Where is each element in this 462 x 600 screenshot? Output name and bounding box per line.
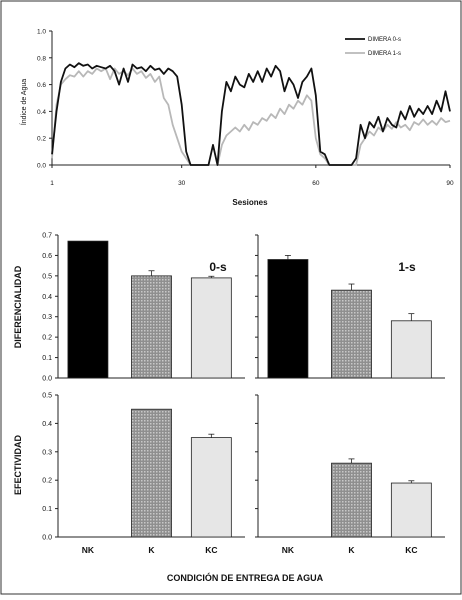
bar-kc [190, 437, 232, 538]
bar-y-tick-label: 0.4 [42, 421, 52, 428]
line-x-tick-label: 1 [50, 180, 54, 187]
category-label-kc: KC [205, 545, 217, 555]
category-label-k: K [148, 545, 155, 555]
series-line [51, 62, 451, 166]
line-x-tick-label: 30 [178, 180, 186, 187]
line-y-tick-label: 0.4 [37, 109, 46, 116]
bar-y-tick-label: 0.7 [42, 233, 52, 240]
line-y-tick-label: 0.6 [37, 82, 46, 89]
bar-kc [390, 482, 432, 538]
bar-y-tick-label: 0.0 [42, 376, 52, 383]
bar-k [331, 289, 372, 379]
bar-y-tick-label: 0.5 [42, 273, 52, 280]
x-axis-title: CONDICIÓN DE ENTREGA DE AGUA [167, 572, 324, 583]
annotation-0s: 0-s [209, 260, 227, 274]
bar-y-tick-label: 0.2 [42, 335, 52, 342]
line-x-tick-label: 60 [312, 180, 320, 187]
bar-y-tick-label: 0.6 [42, 253, 52, 260]
bar-nk [67, 240, 109, 379]
bar-y-tick-label: 0.4 [42, 294, 52, 301]
line-y-tick-label: 0.0 [37, 163, 46, 170]
bar-kc [390, 320, 432, 379]
category-label-kc: KC [405, 545, 417, 555]
line-ylabel: Índice de Agua [19, 79, 28, 125]
line-y-tick-label: 0.8 [37, 55, 46, 62]
bar-k [131, 275, 172, 379]
bar-y-tick-label: 0.2 [42, 478, 52, 485]
bar-y-tick-label: 0.0 [42, 535, 52, 542]
bar-y-tick-label: 0.1 [42, 355, 52, 362]
efectividad-ylabel: EFECTIVIDAD [13, 435, 23, 496]
category-label-k: K [348, 545, 355, 555]
line-y-tick-label: 1.0 [37, 29, 46, 36]
bar-nk [267, 259, 309, 379]
bar-k [131, 408, 172, 538]
annotation-1s: 1-s [398, 260, 416, 274]
series-line [51, 67, 451, 166]
line-x-tick-label: 90 [446, 180, 454, 187]
bar-y-tick-label: 0.1 [42, 506, 52, 513]
category-label-nk: NK [282, 545, 295, 555]
chart-marks: 0.0 0.2 0.4 0.6 0.8 1.0 1 30 60 90 0.0 0.1 0.2 0.3 0.4… [37, 29, 454, 556]
line-y-tick-label: 0.2 [37, 136, 46, 143]
legend-label-1s: DIMERA 1-s [368, 51, 401, 57]
bar-y-tick-label: 0.5 [42, 393, 52, 400]
diferencialidad-ylabel: DIFERENCIALIDAD [13, 265, 23, 348]
bar-y-tick-label: 0.3 [42, 449, 52, 456]
category-label-nk: NK [82, 545, 95, 555]
legend-label-0s: DIMERA 0-s [368, 37, 401, 43]
bar-kc [190, 277, 232, 379]
bar-y-tick-label: 0.3 [42, 314, 52, 321]
line-xlabel: Sesiones [232, 198, 268, 207]
bar-k [331, 462, 372, 538]
